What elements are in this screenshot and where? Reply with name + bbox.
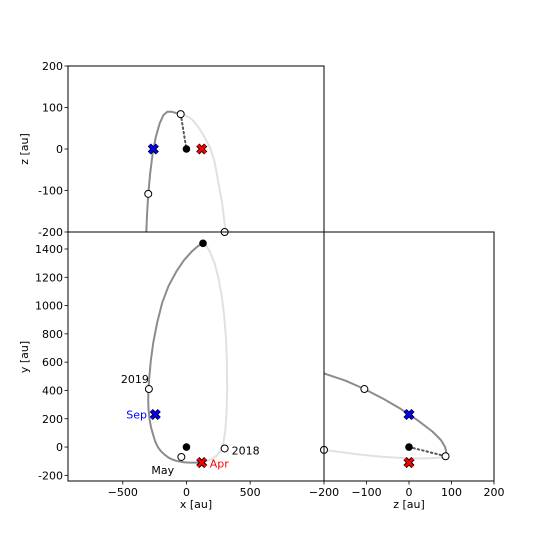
x-y-y-tick-label: 400 [42, 384, 63, 397]
x-y-open-point [220, 444, 229, 453]
xz-panel-frame [67, 65, 325, 233]
x-y-orbit-solid-light-1 [200, 243, 229, 464]
cross-fill [196, 457, 207, 468]
xy-x-axis-label: x [au] [180, 498, 212, 511]
point-label-may: May [151, 464, 174, 477]
xy-y-axis-label: y [au] [18, 341, 31, 373]
x-z-y-tick-label: 200 [42, 60, 63, 73]
x-y-filled-point [199, 239, 207, 248]
xy-panel-frame [67, 231, 325, 482]
x-y-x-tick-label: 0 [183, 486, 190, 499]
x-z-open-point [176, 110, 185, 119]
z-y-open-point [441, 452, 450, 461]
x-z-orbit-solid-light-1 [179, 113, 227, 232]
cross-fill [196, 144, 207, 154]
x-y-y-tick-label: 200 [42, 413, 63, 426]
z-y-orbit-solid-light-1 [324, 448, 447, 460]
z-y-x-tick-label: −200 [309, 486, 339, 499]
zy-x-axis-label: z [au] [393, 498, 425, 511]
z-y-orbit-dotted-2 [408, 446, 447, 458]
x-y-open-point [177, 452, 186, 461]
x-y-y-tick-label: 600 [42, 356, 63, 369]
z-y-sep-marker [403, 408, 415, 421]
point-label-2019: 2019 [121, 373, 149, 386]
z-y-filled-point [405, 443, 413, 451]
x-y-orbit-solid-dark-0 [147, 242, 204, 464]
x-z-y-tick-label: 100 [42, 102, 63, 115]
cross-fill [404, 457, 414, 468]
x-z-orbit-solid-dark-0 [145, 110, 182, 232]
x-y-x-tick-label: 500 [240, 486, 261, 499]
x-y-y-tick-label: 0 [56, 441, 63, 454]
xz-panel: -200 -100 0 100 200 z [au] [18, 60, 325, 239]
xz-y-axis-label: z [au] [18, 133, 31, 165]
z-y-x-tick-label: 200 [484, 486, 505, 499]
x-y-y-tick-label: -200 [38, 469, 63, 482]
x-y-y-tick-label: 1400 [35, 243, 63, 256]
point-label-apr: Apr [210, 458, 230, 471]
point-label-2018: 2018 [232, 444, 260, 457]
x-z-y-tick-label: -100 [38, 185, 63, 198]
x-z-filled-point [182, 145, 191, 153]
x-z-y-tick-label: -200 [38, 226, 63, 239]
x-y-y-tick-label: 1000 [35, 300, 63, 313]
x-z-sep-marker [147, 143, 159, 155]
point-label-sep: Sep [126, 409, 147, 422]
x-z-orbit-dotted-2 [179, 113, 188, 150]
z-y-apr-marker [403, 457, 415, 469]
cross-fill [148, 144, 159, 154]
z-y-x-tick-label: 100 [441, 486, 462, 499]
cross-fill [404, 409, 414, 420]
x-z-open-point [144, 189, 153, 198]
x-y-apr-marker [196, 457, 208, 469]
x-y-x-tick-label: −500 [108, 486, 138, 499]
x-z-apr-marker [196, 143, 208, 155]
x-y-filled-point [182, 443, 191, 451]
zy-panel: −200 −100 0 100 200 z [au] [309, 231, 505, 511]
z-y-x-tick-label: −100 [351, 486, 381, 499]
x-y-y-tick-label: 800 [42, 328, 63, 341]
z-y-open-point [360, 385, 369, 394]
z-y-orbit-solid-dark-0 [324, 372, 448, 458]
z-y-x-tick-label: 0 [406, 486, 413, 499]
cross-fill [150, 409, 161, 420]
x-y-y-tick-label: 1200 [35, 271, 63, 284]
x-y-open-point [144, 385, 153, 394]
x-z-y-tick-label: 0 [56, 143, 63, 156]
x-y-sep-marker [149, 408, 161, 421]
